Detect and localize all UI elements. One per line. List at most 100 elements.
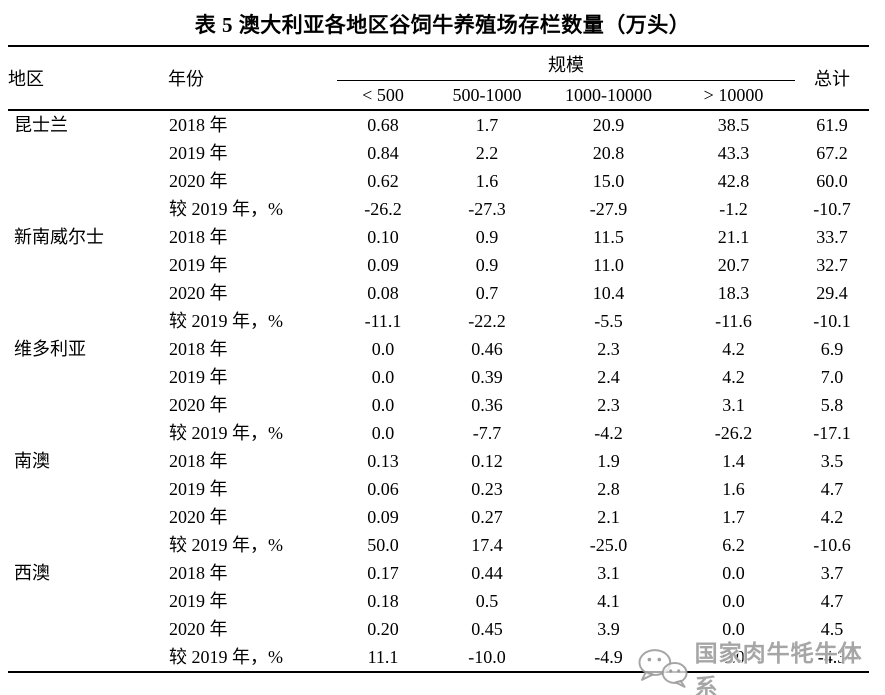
header-region: 地区 [8, 46, 168, 111]
year-cell: 2020 年 [169, 283, 228, 303]
header-year: 年份 [168, 46, 337, 111]
year-cell: 2019 年 [169, 367, 228, 387]
value-cell: -10.1 [813, 311, 851, 331]
value-cell: 1.4 [722, 451, 745, 471]
value-cell: -11.6 [715, 311, 752, 331]
value-cell: 3.9 [597, 619, 620, 639]
value-cell: 1.7 [475, 115, 499, 135]
table-row: 较 2019 年，% 0.0 -7.7 -4.2 -26.2 -17.1 [8, 419, 869, 447]
year-cell: 2019 年 [169, 591, 228, 611]
value-cell: 0.68 [367, 115, 399, 135]
year-cell: 2019 年 [169, 143, 228, 163]
value-cell: 20.7 [717, 255, 750, 275]
value-cell: 0.23 [471, 479, 503, 499]
table-body: 昆士兰 2018 年 0.68 1.7 20.9 38.5 61.9 2019 年 0.84 2.… [8, 110, 869, 672]
value-cell: -27.9 [589, 199, 628, 219]
value-cell: 0.20 [367, 619, 399, 639]
value-cell: 4.7 [820, 591, 844, 611]
value-cell: 0.0 [722, 591, 745, 611]
value-cell: 4.5 [820, 619, 844, 639]
value-cell: 3.5 [820, 451, 844, 471]
value-cell: 0.17 [367, 563, 399, 583]
value-cell: -4.3 [817, 647, 847, 667]
value-cell: 11.1 [367, 647, 399, 667]
year-cell: 较 2019 年，% [169, 199, 283, 219]
table-row: 较 2019 年，% 11.1 -10.0 -4.9 0.0 -4.3 [8, 643, 869, 672]
value-cell: 0.09 [367, 507, 399, 527]
value-cell: 50.0 [367, 535, 399, 555]
table-row: 2020 年 0.20 0.45 3.9 0.0 4.5 [8, 615, 869, 643]
value-cell: 20.9 [592, 115, 625, 135]
value-cell: 0.12 [471, 451, 503, 471]
value-cell: 3.1 [722, 395, 745, 415]
value-cell: -26.2 [364, 199, 402, 219]
table-row: 新南威尔士 2018 年 0.10 0.9 11.5 21.1 33.7 [8, 223, 869, 251]
value-cell: 29.4 [816, 283, 848, 303]
value-cell: 0.0 [371, 423, 395, 443]
value-cell: 21.1 [717, 227, 750, 247]
year-cell: 2020 年 [169, 507, 228, 527]
value-cell: 38.5 [717, 115, 750, 135]
value-cell: 7.0 [820, 367, 844, 387]
region-cell: 新南威尔士 [14, 227, 104, 247]
year-cell: 2020 年 [169, 619, 228, 639]
header-scale-1000-10000: 1000-10000 [545, 80, 672, 111]
value-cell: 0.45 [471, 619, 503, 639]
value-cell: -25.0 [589, 535, 628, 555]
header-scale-500-1000: 500-1000 [429, 80, 545, 111]
region-cell: 南澳 [14, 451, 50, 471]
table-row: 2019 年 0.18 0.5 4.1 0.0 4.7 [8, 587, 869, 615]
table-row: 南澳 2018 年 0.13 0.12 1.9 1.4 3.5 [8, 447, 869, 475]
value-cell: 10.4 [592, 283, 625, 303]
value-cell: 2.1 [597, 507, 620, 527]
header-row-2: < 500 500-1000 1000-10000 > 10000 [8, 80, 869, 111]
value-cell: 2.8 [597, 479, 620, 499]
table-title: 表 5 澳大利亚各地区谷饲牛养殖场存栏数量（万头） [194, 13, 691, 37]
value-cell: 0.0 [371, 367, 395, 387]
value-cell: 0.7 [475, 283, 499, 303]
value-cell: 61.9 [816, 115, 848, 135]
value-cell: 2.3 [597, 339, 620, 359]
value-cell: 0.39 [471, 367, 503, 387]
value-cell: 0.18 [367, 591, 399, 611]
value-cell: 17.4 [471, 535, 503, 555]
year-cell: 2018 年 [169, 451, 228, 471]
value-cell: 4.1 [597, 591, 620, 611]
value-cell: 0.27 [471, 507, 503, 527]
value-cell: 0.36 [471, 395, 503, 415]
table-row: 昆士兰 2018 年 0.68 1.7 20.9 38.5 61.9 [8, 110, 869, 139]
value-cell: 1.9 [597, 451, 620, 471]
value-cell: 1.7 [722, 507, 745, 527]
value-cell: 0.10 [367, 227, 399, 247]
value-cell: 0.0 [722, 563, 745, 583]
year-cell: 2018 年 [169, 227, 228, 247]
value-cell: -10.6 [813, 535, 851, 555]
value-cell: 4.2 [722, 367, 745, 387]
year-cell: 2019 年 [169, 479, 228, 499]
value-cell: 67.2 [816, 143, 848, 163]
region-cell: 西澳 [14, 563, 50, 583]
value-cell: 6.2 [722, 535, 745, 555]
header-total: 总计 [795, 46, 869, 111]
header-scale-gt10000: > 10000 [672, 80, 795, 111]
value-cell: 43.3 [717, 143, 750, 163]
year-cell: 2020 年 [169, 171, 228, 191]
value-cell: 0.5 [475, 591, 499, 611]
value-cell: -10.7 [813, 199, 851, 219]
year-cell: 较 2019 年，% [169, 535, 283, 555]
table-row: 2020 年 0.0 0.36 2.3 3.1 5.8 [8, 391, 869, 419]
value-cell: -17.1 [813, 423, 851, 443]
table-row: 较 2019 年，% -26.2 -27.3 -27.9 -1.2 -10.7 [8, 195, 869, 223]
table-row: 2019 年 0.06 0.23 2.8 1.6 4.7 [8, 475, 869, 503]
value-cell: 20.8 [592, 143, 625, 163]
year-cell: 2018 年 [169, 115, 228, 135]
value-cell: 0.9 [475, 255, 499, 275]
table-row: 2019 年 0.0 0.39 2.4 4.2 7.0 [8, 363, 869, 391]
year-cell: 2018 年 [169, 563, 228, 583]
value-cell: 0.84 [367, 143, 399, 163]
table-row: 2019 年 0.09 0.9 11.0 20.7 32.7 [8, 251, 869, 279]
header-scale-lt500: < 500 [337, 80, 429, 111]
value-cell: -7.7 [472, 423, 502, 443]
table-row: 2020 年 0.08 0.7 10.4 18.3 29.4 [8, 279, 869, 307]
value-cell: -22.2 [468, 311, 506, 331]
